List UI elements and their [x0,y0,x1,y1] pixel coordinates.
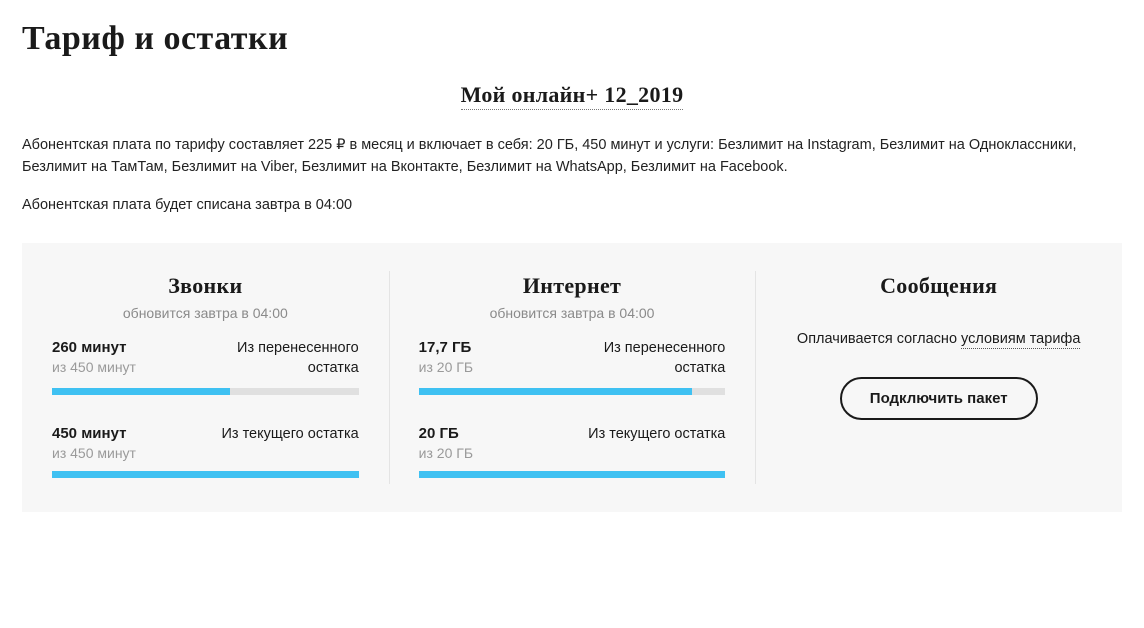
calls-carried-progress [52,388,359,395]
internet-carried-progress-fill [419,388,692,395]
usage-panels: Звонки обновится завтра в 04:00 260 мину… [22,243,1122,512]
internet-current-label: Из текущего остатка [588,425,725,445]
calls-current-label: Из текущего остатка [221,425,358,445]
page-title: Тариф и остатки [22,20,1122,58]
calls-title: Звонки [52,273,359,299]
calls-current-progress [52,471,359,478]
internet-panel: Интернет обновится завтра в 04:00 17,7 Г… [389,243,756,512]
connect-package-button[interactable]: Подключить пакет [840,377,1038,420]
calls-subtitle: обновится завтра в 04:00 [52,305,359,321]
messages-terms-link[interactable]: условиям тарифа [961,331,1080,349]
internet-carried-block: 17,7 ГБ из 20 ГБ Из перенесенного остатк… [419,339,726,395]
calls-carried-amount: 260 минут [52,339,136,356]
internet-carried-total: из 20 ГБ [419,359,473,375]
messages-panel: Сообщения Оплачивается согласно условиям… [755,243,1122,512]
tariff-name[interactable]: Мой онлайн+ 12_2019 [22,82,1122,108]
calls-carried-total: из 450 минут [52,359,136,375]
messages-title: Сообщения [785,273,1092,299]
internet-subtitle: обновится завтра в 04:00 [419,305,726,321]
calls-panel: Звонки обновится завтра в 04:00 260 мину… [22,243,389,512]
calls-current-amount: 450 минут [52,425,136,442]
tariff-description: Абонентская плата по тарифу составляет 2… [22,134,1122,179]
charge-info: Абонентская плата будет списана завтра в… [22,197,1122,213]
calls-carried-block: 260 минут из 450 минут Из перенесенного … [52,339,359,395]
messages-note: Оплачивается согласно условиям тарифа [785,329,1092,351]
internet-current-progress-fill [419,471,726,478]
internet-carried-progress [419,388,726,395]
internet-current-progress [419,471,726,478]
internet-title: Интернет [419,273,726,299]
internet-carried-label: Из перенесенного остатка [565,339,725,378]
internet-current-amount: 20 ГБ [419,425,473,442]
calls-current-block: 450 минут из 450 минут Из текущего остат… [52,425,359,478]
tariff-name-text: Мой онлайн+ 12_2019 [461,82,684,110]
calls-current-total: из 450 минут [52,445,136,461]
calls-carried-label: Из перенесенного остатка [199,339,359,378]
messages-note-prefix: Оплачивается согласно [797,331,961,347]
internet-current-total: из 20 ГБ [419,445,473,461]
internet-carried-amount: 17,7 ГБ [419,339,473,356]
calls-current-progress-fill [52,471,359,478]
calls-carried-progress-fill [52,388,230,395]
internet-current-block: 20 ГБ из 20 ГБ Из текущего остатка [419,425,726,478]
